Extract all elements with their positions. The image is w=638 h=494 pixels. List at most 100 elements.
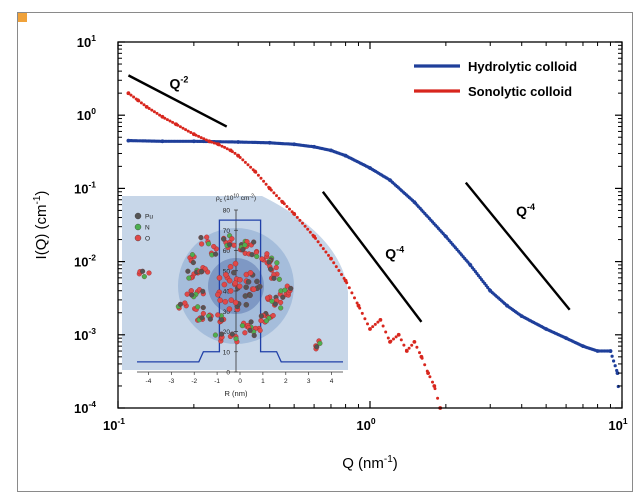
core-atom xyxy=(217,297,223,304)
core-atom xyxy=(215,291,221,298)
inset-legend-label: N xyxy=(145,225,150,232)
atom xyxy=(274,260,280,266)
data-point xyxy=(519,314,524,318)
inset-xtick-label: 3 xyxy=(307,378,311,385)
data-point xyxy=(376,320,380,324)
data-point xyxy=(306,227,310,231)
data-point xyxy=(186,129,190,133)
data-point xyxy=(350,291,354,295)
data-point xyxy=(147,107,151,110)
data-point xyxy=(126,138,131,143)
data-point xyxy=(233,151,237,155)
atom xyxy=(288,285,294,291)
data-point xyxy=(158,113,162,117)
data-point xyxy=(324,250,328,254)
atom xyxy=(251,239,257,245)
core-atom xyxy=(227,288,234,294)
data-point xyxy=(295,215,299,219)
data-point xyxy=(292,211,296,216)
atom xyxy=(242,242,248,248)
atom xyxy=(229,331,235,337)
inset-ytick-label: 80 xyxy=(223,208,231,215)
data-point xyxy=(199,136,203,140)
data-point xyxy=(178,125,182,129)
atom xyxy=(219,331,225,337)
data-point xyxy=(432,384,437,388)
core-atom xyxy=(247,292,253,299)
data-point xyxy=(246,163,250,167)
core-atom xyxy=(247,270,254,276)
inset-ytick-label: 70 xyxy=(223,228,231,235)
data-point xyxy=(272,191,276,195)
shell-molecule xyxy=(195,315,206,323)
data-point xyxy=(327,253,330,257)
atom xyxy=(231,242,237,248)
inset-xtick-label: 4 xyxy=(330,378,334,385)
shell-molecule xyxy=(282,283,294,296)
atom xyxy=(266,259,272,265)
core-atom xyxy=(245,279,252,285)
shell-molecule xyxy=(184,288,197,300)
data-point xyxy=(368,166,372,170)
data-point xyxy=(184,128,188,132)
inset-xlabel: R (nm) xyxy=(225,389,248,398)
atom xyxy=(259,256,265,262)
data-point xyxy=(126,91,131,96)
shell-molecule xyxy=(206,312,221,322)
series-sonolytic xyxy=(126,91,443,410)
data-point xyxy=(468,263,473,267)
atom xyxy=(207,316,213,322)
data-point xyxy=(150,108,154,112)
atom xyxy=(182,300,188,306)
data-point xyxy=(160,139,165,144)
atom xyxy=(188,288,194,294)
data-point xyxy=(610,354,614,358)
slope-label-3: Q-4 xyxy=(516,202,535,219)
atom xyxy=(268,266,274,272)
data-point xyxy=(181,126,185,130)
atom xyxy=(212,332,218,338)
data-point xyxy=(321,247,325,251)
atom xyxy=(317,340,323,346)
atom xyxy=(221,236,227,242)
shell-molecule xyxy=(267,260,280,273)
data-point xyxy=(415,345,419,349)
data-point xyxy=(431,380,434,384)
data-point xyxy=(262,179,266,183)
data-point xyxy=(160,114,165,119)
atom xyxy=(280,294,286,300)
legend-label-1: Hydrolytic colloid xyxy=(468,59,577,74)
inset-xtick-label: 0 xyxy=(238,378,242,385)
inset-legend-label: O xyxy=(145,236,150,243)
data-point xyxy=(301,221,304,225)
data-point xyxy=(613,364,617,368)
core-atom xyxy=(226,277,233,284)
data-point xyxy=(329,148,333,153)
data-point xyxy=(189,131,193,134)
data-point xyxy=(312,234,316,239)
atom xyxy=(272,301,278,307)
atom xyxy=(195,304,201,310)
data-point xyxy=(356,303,361,308)
legend: Hydrolytic colloid Sonolytic colloid xyxy=(414,59,577,99)
data-point xyxy=(312,144,316,149)
data-point xyxy=(423,363,427,367)
data-point xyxy=(197,134,201,138)
y-tick-label: 10-4 xyxy=(74,399,96,416)
shell-molecule xyxy=(212,331,225,344)
data-point xyxy=(343,278,348,283)
shell-molecule xyxy=(272,297,284,311)
atom xyxy=(146,270,152,276)
data-point xyxy=(267,186,272,191)
legend-label-2: Sonolytic colloid xyxy=(468,84,572,99)
shell-molecule xyxy=(251,325,263,339)
shell-molecule xyxy=(264,294,279,304)
inset-legend-marker xyxy=(134,212,142,220)
shell-molecule xyxy=(193,287,206,297)
atom xyxy=(204,234,210,240)
core-atom xyxy=(223,272,229,278)
core-atom xyxy=(231,269,237,276)
y-tick-label: 10-2 xyxy=(74,253,96,270)
atom xyxy=(200,305,206,311)
slope-label-2: Q-4 xyxy=(385,245,404,262)
